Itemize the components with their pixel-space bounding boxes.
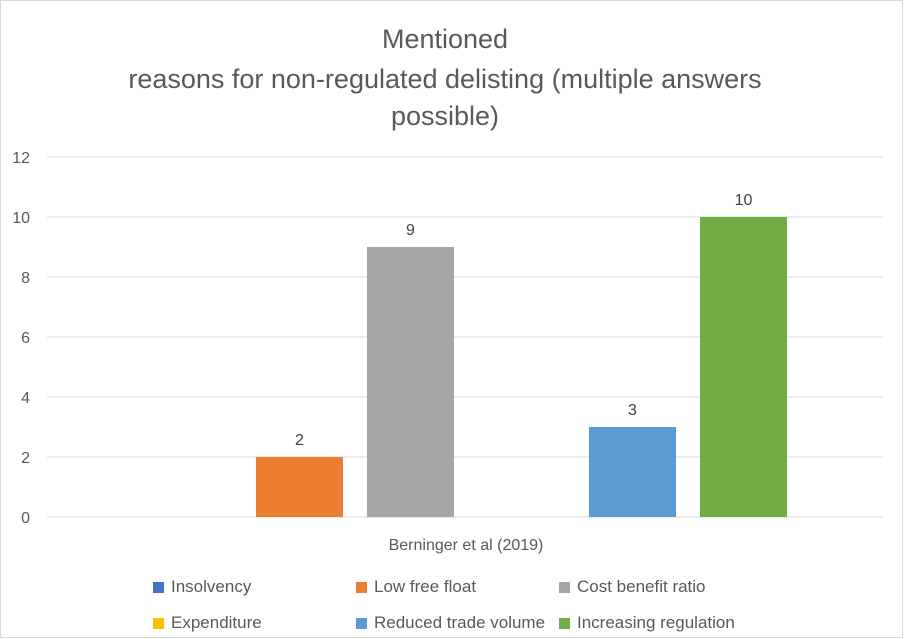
- legend-swatch: [153, 581, 164, 593]
- legend-swatch: [559, 617, 570, 629]
- bar-increasing-regulation: [700, 217, 787, 517]
- data-label: 2: [295, 432, 304, 449]
- legend-swatch: [559, 581, 570, 593]
- y-axis-ticks: 0 2 4 6 8 10 12: [12, 150, 30, 527]
- chart-title-line: possible): [391, 101, 499, 131]
- legend-item: Cost benefit ratio: [559, 577, 706, 597]
- legend-label: Insolvency: [171, 577, 252, 596]
- legend-item: Insolvency: [153, 577, 251, 597]
- x-axis-categories: Berninger et al (2019): [389, 537, 544, 554]
- y-tick-label: 8: [21, 270, 30, 287]
- legend-swatch: [153, 617, 164, 629]
- legend-label: Reduced trade volume: [374, 613, 546, 632]
- legend-swatch: [356, 581, 367, 593]
- chart-title-line: reasons for non-regulated delisting (mul…: [128, 64, 761, 94]
- legend-label: Low free float: [374, 577, 477, 596]
- legend-label: Increasing regulation: [577, 613, 735, 632]
- bar-cost-benefit-ratio: [367, 247, 454, 517]
- y-tick-label: 6: [21, 330, 30, 347]
- data-label: 9: [406, 222, 415, 239]
- y-tick-label: 0: [21, 510, 30, 527]
- chart-legend: Insolvency Low free float Cost benefit rat…: [0, 568, 904, 638]
- bar-low-free-float: [256, 457, 343, 517]
- legend-item: Low free float: [356, 577, 476, 597]
- data-label: 3: [628, 402, 637, 419]
- chart-title-line: Mentioned: [382, 24, 508, 54]
- data-labels: 2 9 3 10: [295, 192, 752, 449]
- legend-swatch: [356, 617, 367, 629]
- legend-item: Reduced trade volume: [356, 613, 545, 633]
- bar-reduced-trade-volume: [589, 427, 676, 517]
- bars: [256, 217, 787, 517]
- y-tick-label: 10: [12, 210, 30, 227]
- chart-title: Mentioned reasons for non-regulated delis…: [128, 24, 761, 131]
- x-category-label: Berninger et al (2019): [389, 537, 544, 554]
- legend-item: Expenditure: [153, 613, 262, 633]
- y-tick-label: 12: [12, 150, 30, 167]
- legend-item: Increasing regulation: [559, 613, 735, 633]
- legend-label: Expenditure: [171, 613, 262, 632]
- y-tick-label: 2: [21, 450, 30, 467]
- data-label: 10: [735, 192, 753, 209]
- y-tick-label: 4: [21, 390, 30, 407]
- legend-label: Cost benefit ratio: [577, 577, 706, 596]
